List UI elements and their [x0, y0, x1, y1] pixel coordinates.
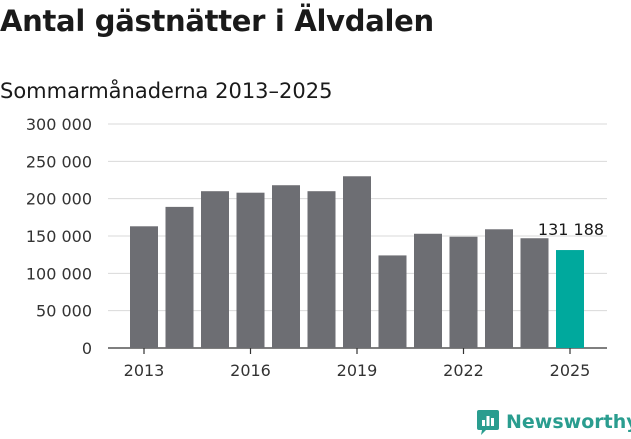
- bar-2018: [307, 191, 336, 348]
- x-axis-ticks: 2013 2016 2019 2022 2025: [124, 348, 591, 380]
- y-tick-label: 100 000: [26, 264, 92, 283]
- bar-chart: 0 50 000 100 000 150 000 200 000 250 000 300 0…: [26, 115, 607, 380]
- x-tick-label: 2019: [337, 361, 378, 380]
- x-tick-label: 2025: [550, 361, 591, 380]
- bar-2016: [236, 192, 265, 348]
- bars: [130, 176, 584, 348]
- y-tick-label: 300 000: [26, 115, 92, 134]
- y-tick-label: 0: [82, 339, 92, 358]
- data-label-2025: 131 188: [538, 220, 604, 239]
- newsworthy-logo-icon: [477, 410, 499, 435]
- bar-2021: [414, 233, 442, 348]
- y-tick-label: 50 000: [36, 302, 92, 321]
- bar-2014: [165, 206, 194, 348]
- brand-name: Newsworthy: [506, 411, 631, 433]
- x-tick-label: 2016: [230, 361, 271, 380]
- y-tick-label: 200 000: [26, 190, 92, 209]
- bar-2022: [449, 236, 478, 348]
- y-axis-ticks: 0 50 000 100 000 150 000 200 000 250 000 300 0…: [26, 115, 92, 358]
- data-labels: 131 188: [538, 220, 604, 239]
- bar-2017: [272, 185, 300, 348]
- x-tick-label: 2013: [124, 361, 165, 380]
- bar-2023: [485, 229, 513, 348]
- chart-title: Antal gästnätter i Älvdalen: [0, 4, 434, 38]
- brand-logo: Newsworthy: [476, 406, 631, 438]
- bar-2020: [378, 255, 407, 348]
- bar-2024: [520, 238, 549, 348]
- bar-2013: [130, 226, 158, 348]
- bar-2025: [556, 250, 584, 348]
- y-tick-label: 250 000: [26, 152, 92, 171]
- x-tick-label: 2022: [443, 361, 484, 380]
- y-tick-label: 150 000: [26, 227, 92, 246]
- chart-subtitle: Sommarmånaderna 2013–2025: [0, 79, 333, 103]
- bar-2019: [343, 176, 371, 348]
- bar-2015: [201, 191, 229, 348]
